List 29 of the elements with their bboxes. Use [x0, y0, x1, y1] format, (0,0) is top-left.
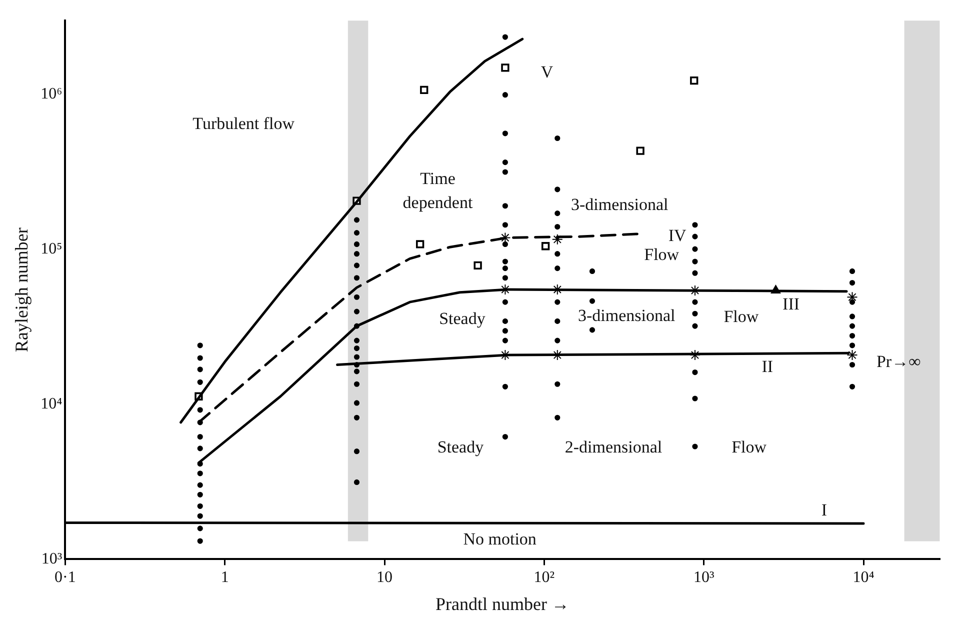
y-tick-label: 10⁶ — [40, 86, 62, 103]
annotation: No motion — [463, 529, 537, 548]
annotation: III — [782, 294, 800, 314]
y-tick-label: 10⁵ — [40, 240, 62, 258]
x-tick-label: 1 — [220, 569, 229, 586]
y-tick-label: 10³ — [41, 550, 62, 568]
annotation: Pr→∞ — [876, 352, 921, 372]
annotation: Flow — [732, 438, 768, 457]
annotation: Flow — [724, 306, 760, 326]
x-tick-label: 0·1 — [54, 569, 76, 586]
annotation: Steady — [439, 308, 486, 328]
annotation: Steady — [437, 438, 484, 457]
y-tick-label: 10⁴ — [40, 396, 63, 413]
annotation: V — [540, 62, 554, 82]
y-axis-title: Rayleigh number — [12, 228, 32, 352]
x-tick-label: 10 — [376, 569, 393, 586]
annotation: 3-dimensional — [578, 306, 676, 325]
annotation: II — [762, 356, 774, 376]
annotation: 2-dimensional — [564, 438, 662, 457]
x-axis-title: Prandtl number → — [435, 594, 570, 614]
annotation: Time dependent — [402, 168, 473, 212]
annotation: 3-dimensional — [570, 194, 669, 214]
annotation: Turbulent flow — [192, 114, 296, 134]
annotation: I — [821, 500, 828, 520]
x-tick-label: 10³ — [693, 569, 714, 586]
annotation: Flow — [644, 244, 680, 264]
x-tick-label: 10⁴ — [852, 569, 875, 586]
x-tick-label: 10² — [534, 569, 555, 586]
annotation: IV — [668, 226, 688, 246]
